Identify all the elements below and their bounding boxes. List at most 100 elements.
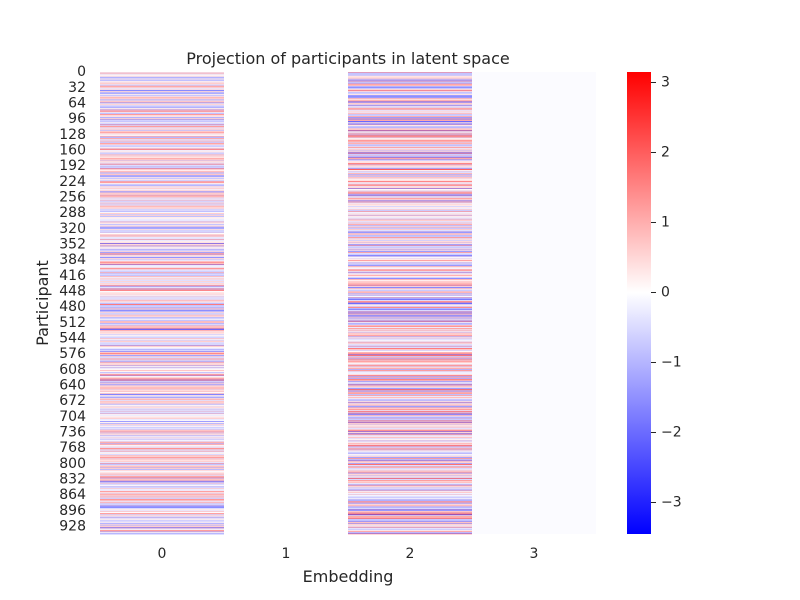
- heatmap-cell: [100, 487, 224, 489]
- heatmap-cell: [348, 212, 472, 214]
- heatmap-cell: [100, 225, 224, 227]
- heatmap-cell: [348, 131, 472, 133]
- heatmap-cell: [348, 259, 472, 261]
- heatmap-cell: [348, 391, 472, 393]
- heatmap-cell: [348, 242, 472, 244]
- heatmap-cell: [100, 385, 224, 387]
- heatmap-cell: [348, 270, 472, 272]
- heatmap-cell: [100, 264, 224, 266]
- heatmap-cell: [100, 424, 224, 426]
- heatmap-cell: [100, 257, 224, 259]
- heatmap-cell: [348, 283, 472, 285]
- heatmap-cell: [100, 528, 224, 529]
- heatmap-cell: [348, 530, 472, 531]
- heatmap-cell: [100, 429, 224, 431]
- heatmap-cell: [348, 72, 472, 73]
- heatmap-cell: [348, 466, 472, 468]
- heatmap-cell: [348, 468, 472, 470]
- heatmap-cell: [100, 390, 224, 392]
- heatmap-cell: [348, 521, 472, 523]
- heatmap-cell: [348, 268, 472, 270]
- heatmap-cell: [100, 323, 224, 324]
- heatmap-cell: [348, 510, 472, 511]
- heatmap-cell: [348, 221, 472, 223]
- heatmap-cell: [348, 295, 472, 297]
- heatmap-cell: [100, 318, 224, 320]
- heatmap-cell: [348, 326, 472, 328]
- heatmap-cell: [100, 202, 224, 204]
- heatmap-cell: [100, 469, 224, 471]
- heatmap-cell: [348, 127, 472, 129]
- heatmap-cell: [100, 251, 224, 252]
- heatmap-cell: [100, 508, 224, 509]
- heatmap-cell: [348, 487, 472, 488]
- heatmap-cell: [348, 171, 472, 173]
- heatmap-cell: [100, 195, 224, 197]
- heatmap-cell: [100, 532, 224, 534]
- heatmap-cell: [100, 199, 224, 201]
- heatmap-cell: [348, 404, 472, 406]
- heatmap-cell: [100, 211, 224, 213]
- heatmap-cell: [100, 253, 224, 255]
- heatmap-cell: [348, 391, 472, 392]
- heatmap-cell: [348, 160, 472, 162]
- heatmap-cell: [100, 249, 224, 251]
- heatmap-cell: [100, 239, 224, 241]
- heatmap-cell: [348, 329, 472, 331]
- heatmap-cell: [100, 81, 224, 83]
- heatmap-cell: [100, 181, 224, 183]
- heatmap-cell: [348, 105, 472, 107]
- heatmap-cell: [348, 324, 472, 325]
- heatmap-cell: [348, 486, 472, 488]
- heatmap-cell: [100, 317, 224, 319]
- heatmap-cell: [100, 154, 224, 156]
- heatmap-cell: [348, 390, 472, 391]
- y-tick-label: 288: [59, 205, 86, 221]
- x-tick-label: 1: [282, 546, 291, 562]
- heatmap-cell: [348, 298, 472, 299]
- y-tick-label: 96: [68, 111, 86, 127]
- heatmap-cell: [100, 395, 224, 397]
- heatmap-cell: [100, 439, 224, 441]
- heatmap-cell: [100, 393, 224, 394]
- heatmap-cell: [348, 114, 472, 115]
- heatmap-cell: [348, 173, 472, 175]
- heatmap-cell: [348, 532, 472, 534]
- heatmap-cell: [348, 158, 472, 160]
- heatmap-cell: [348, 109, 472, 111]
- heatmap-cell: [100, 106, 224, 108]
- heatmap-cell: [348, 416, 472, 417]
- heatmap-cell: [348, 290, 472, 292]
- heatmap-cell: [100, 458, 224, 459]
- heatmap-cell: [348, 164, 472, 165]
- heatmap-cell: [100, 414, 224, 416]
- heatmap-cell: [348, 516, 472, 518]
- heatmap-cell: [348, 233, 472, 234]
- heatmap-cell: [100, 259, 224, 261]
- heatmap-cell: [100, 501, 224, 503]
- heatmap-cell: [100, 165, 224, 167]
- heatmap-cell: [348, 421, 472, 423]
- heatmap-cell: [100, 442, 224, 444]
- heatmap-cell: [100, 170, 224, 172]
- heatmap-cell: [348, 479, 472, 481]
- heatmap-cell: [100, 270, 224, 272]
- heatmap-cell: [100, 282, 224, 284]
- heatmap-cell: [100, 76, 224, 78]
- heatmap-cell: [100, 507, 224, 509]
- heatmap-cell: [348, 76, 472, 78]
- y-axis-label: Participant: [33, 260, 52, 346]
- heatmap-cell: [348, 457, 472, 459]
- heatmap-cell: [348, 141, 472, 143]
- heatmap-cell: [100, 120, 224, 122]
- heatmap-cell: [100, 194, 224, 196]
- heatmap-cell: [348, 410, 472, 412]
- heatmap-cell: [348, 220, 472, 222]
- heatmap-cell: [100, 120, 224, 122]
- heatmap-cell: [100, 327, 224, 329]
- heatmap-cell: [100, 142, 224, 144]
- heatmap-cell: [348, 84, 472, 86]
- heatmap-cell: [348, 107, 472, 109]
- heatmap-cell: [348, 235, 472, 237]
- heatmap-cell: [100, 467, 224, 469]
